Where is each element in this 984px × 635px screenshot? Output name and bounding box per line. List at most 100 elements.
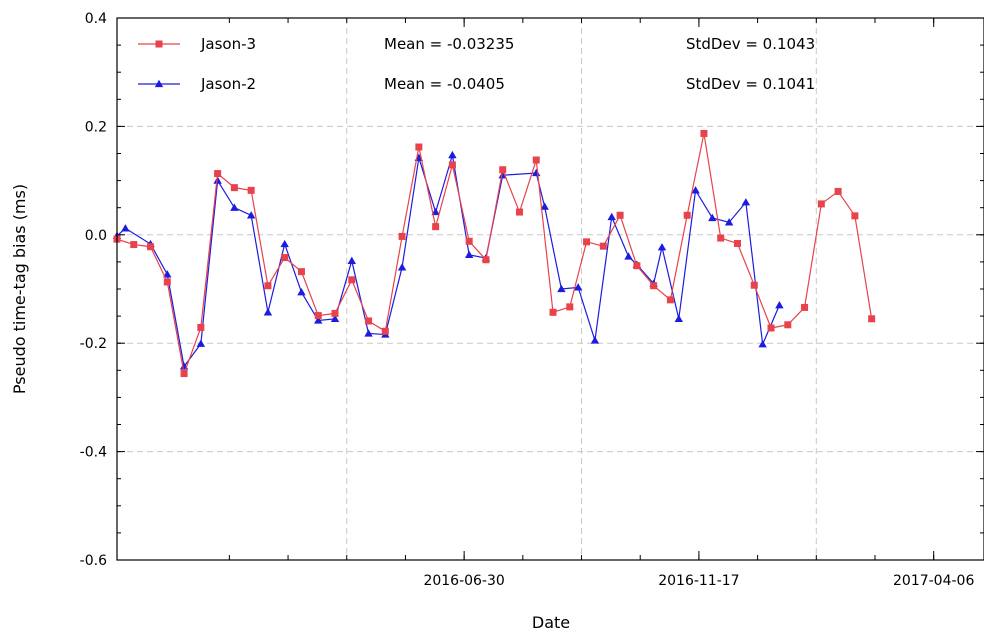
data-point-jason-2 xyxy=(464,250,474,259)
data-point-jason-2 xyxy=(624,252,633,260)
data-point-jason-2 xyxy=(397,263,407,271)
y-tick-label: -0.4 xyxy=(80,445,107,461)
y-tick-label: 0.0 xyxy=(85,228,107,244)
data-point-jason-3 xyxy=(499,166,507,174)
data-point-jason-3 xyxy=(633,262,641,270)
legend-label: Jason-3 xyxy=(200,35,256,53)
data-point-jason-3 xyxy=(616,211,624,219)
data-point-jason-3 xyxy=(733,239,741,247)
data-point-jason-2 xyxy=(163,270,172,278)
data-point-jason-2 xyxy=(448,150,457,159)
legend-item-jason-3: Jason-3 Mean = -0.03235 StdDev = 0.1043 xyxy=(138,35,815,53)
data-point-jason-3 xyxy=(381,327,389,335)
data-point-jason-3 xyxy=(583,238,591,246)
data-point-jason-2 xyxy=(674,314,683,322)
data-point-jason-3 xyxy=(717,234,725,242)
data-point-jason-3 xyxy=(281,254,289,262)
data-point-jason-3 xyxy=(331,309,339,317)
data-point-jason-3 xyxy=(297,268,305,276)
data-point-jason-2 xyxy=(775,301,784,309)
data-point-jason-2 xyxy=(246,211,256,219)
data-point-jason-3 xyxy=(197,323,205,331)
data-point-jason-2 xyxy=(573,283,583,291)
series-jason-3 xyxy=(113,129,876,378)
data-point-jason-3 xyxy=(784,321,792,329)
data-point-jason-3 xyxy=(130,241,138,249)
data-point-jason-3 xyxy=(264,282,272,290)
data-point-jason-2 xyxy=(330,314,340,322)
legend-marker xyxy=(154,79,164,88)
data-point-jason-2 xyxy=(741,198,751,206)
data-point-jason-2 xyxy=(431,207,440,216)
data-point-jason-3 xyxy=(432,223,440,231)
data-point-jason-2 xyxy=(590,336,600,344)
legend-mean: Mean = -0.03235 xyxy=(384,35,514,53)
series-jason-2 xyxy=(112,150,784,370)
data-point-jason-3 xyxy=(666,296,674,304)
y-axis-label: Pseudo time-tag bias (ms) xyxy=(10,184,29,394)
data-point-jason-3 xyxy=(448,161,456,169)
data-point-jason-3 xyxy=(365,317,373,325)
data-point-jason-3 xyxy=(348,276,356,284)
x-tick-label: 2016-06-30 xyxy=(423,573,504,589)
data-point-jason-3 xyxy=(532,156,540,164)
data-point-jason-2 xyxy=(758,340,767,348)
data-point-jason-2 xyxy=(314,316,323,324)
data-point-jason-3 xyxy=(398,232,406,240)
data-point-jason-3 xyxy=(549,308,557,316)
data-point-jason-3 xyxy=(834,187,842,195)
data-point-jason-3 xyxy=(247,186,255,194)
x-tick-label: 2016-11-17 xyxy=(658,573,739,589)
y-tick-label: 0.4 xyxy=(85,11,107,27)
y-tick-label: 0.2 xyxy=(85,119,107,135)
data-point-jason-3 xyxy=(482,256,490,264)
data-point-jason-3 xyxy=(314,312,322,320)
x-tick-label: 2017-04-06 xyxy=(893,573,974,589)
plot-frame xyxy=(116,17,984,561)
data-point-jason-3 xyxy=(700,129,708,137)
legend-stddev: StdDev = 0.1041 xyxy=(686,75,815,93)
data-point-jason-2 xyxy=(691,186,700,194)
data-point-jason-3 xyxy=(515,208,523,216)
y-tick-label: -0.2 xyxy=(80,336,107,352)
data-point-jason-2 xyxy=(364,329,373,337)
data-point-jason-3 xyxy=(868,315,876,323)
data-point-jason-2 xyxy=(724,218,734,226)
data-point-jason-2 xyxy=(557,284,566,293)
data-point-jason-2 xyxy=(347,256,356,264)
series-layer xyxy=(112,129,876,378)
data-point-jason-2 xyxy=(540,202,549,210)
legend-item-jason-2: Jason-2 Mean = -0.0405 StdDev = 0.1041 xyxy=(138,75,815,93)
data-point-jason-3 xyxy=(683,211,691,219)
legend-label: Jason-2 xyxy=(200,75,256,93)
data-point-jason-3 xyxy=(801,303,809,311)
data-point-jason-3 xyxy=(230,184,238,192)
data-point-jason-3 xyxy=(214,170,222,178)
data-point-jason-3 xyxy=(599,242,607,250)
data-point-jason-3 xyxy=(147,243,155,251)
data-point-jason-3 xyxy=(851,212,859,220)
y-tick-label: -0.6 xyxy=(80,553,107,569)
data-point-jason-2 xyxy=(708,213,717,222)
data-point-jason-2 xyxy=(657,243,667,251)
data-point-jason-2 xyxy=(213,176,222,184)
data-point-jason-2 xyxy=(196,339,206,347)
data-point-jason-2 xyxy=(607,212,616,221)
data-point-jason-3 xyxy=(817,200,825,208)
legend-mean: Mean = -0.0405 xyxy=(384,75,505,93)
data-point-jason-3 xyxy=(163,278,171,286)
data-point-jason-3 xyxy=(465,237,473,245)
series-line-jason-3 xyxy=(116,133,873,376)
x-axis-label: Date xyxy=(532,613,570,632)
data-point-jason-3 xyxy=(650,282,658,290)
data-point-jason-2 xyxy=(121,224,130,232)
data-point-jason-3 xyxy=(415,143,423,151)
legend: Jason-3 Mean = -0.03235 StdDev = 0.1043Jas… xyxy=(138,35,815,93)
data-point-jason-2 xyxy=(297,288,306,296)
data-point-jason-3 xyxy=(767,324,775,332)
data-point-jason-2 xyxy=(263,308,273,316)
legend-stddev: StdDev = 0.1043 xyxy=(686,35,815,53)
tick-layer: 0.4 0.2 0.0 -0.2 -0.4 -0.6 2016-06-30 2016-11-1… xyxy=(80,11,984,589)
